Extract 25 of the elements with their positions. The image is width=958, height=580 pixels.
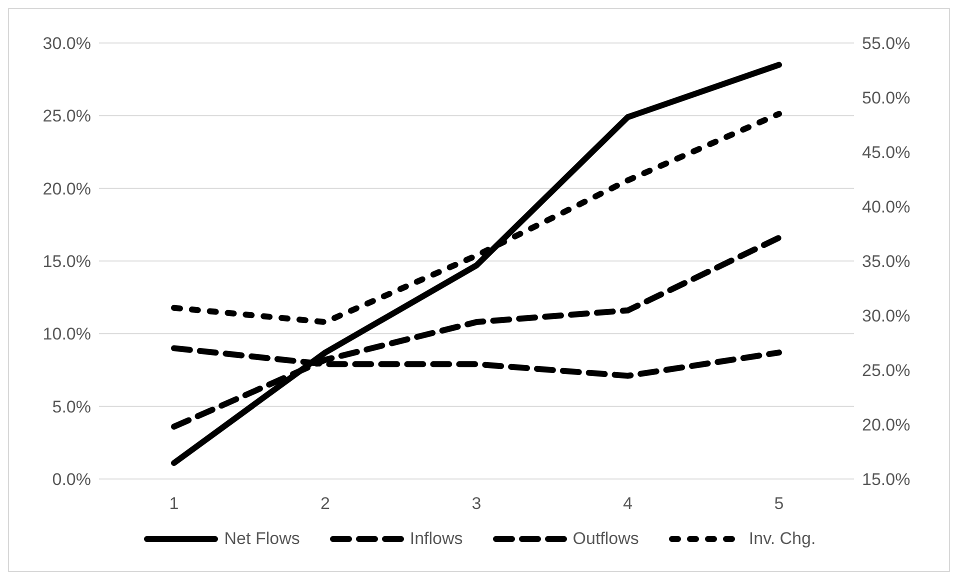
- y-tick-label: 5.0%: [52, 397, 91, 416]
- y-tick-label: 15.0%: [42, 252, 91, 272]
- x-tick-label: 2: [320, 494, 330, 514]
- y2-tick-label: 55.0%: [862, 34, 910, 54]
- legend-label: Outflows: [572, 529, 639, 549]
- y2-tick-label: 15.0%: [862, 470, 910, 490]
- legend-label: Inv. Chg.: [748, 529, 816, 549]
- y2-tick-label: 45.0%: [862, 143, 910, 162]
- x-tick-label: 1: [169, 494, 179, 514]
- y2-tick-label: 35.0%: [862, 252, 910, 272]
- y-tick-label: 0.0%: [52, 470, 91, 490]
- y-tick-label: 10.0%: [42, 324, 91, 344]
- y-tick-label: 30.0%: [42, 34, 91, 54]
- y2-tick-label: 20.0%: [862, 416, 910, 435]
- y-tick-label: 20.0%: [42, 179, 91, 198]
- y2-tick-label: 40.0%: [862, 198, 910, 217]
- x-tick-label: 3: [472, 494, 482, 514]
- y2-tick-label: 25.0%: [862, 361, 910, 380]
- y-tick-label: 25.0%: [42, 106, 91, 126]
- y2-tick-label: 30.0%: [862, 306, 910, 326]
- legend-label: Net Flows: [224, 529, 300, 549]
- legend-label: Inflows: [410, 529, 463, 549]
- x-tick-label: 4: [623, 494, 632, 514]
- y2-tick-label: 50.0%: [862, 88, 910, 108]
- x-tick-label: 5: [774, 494, 784, 514]
